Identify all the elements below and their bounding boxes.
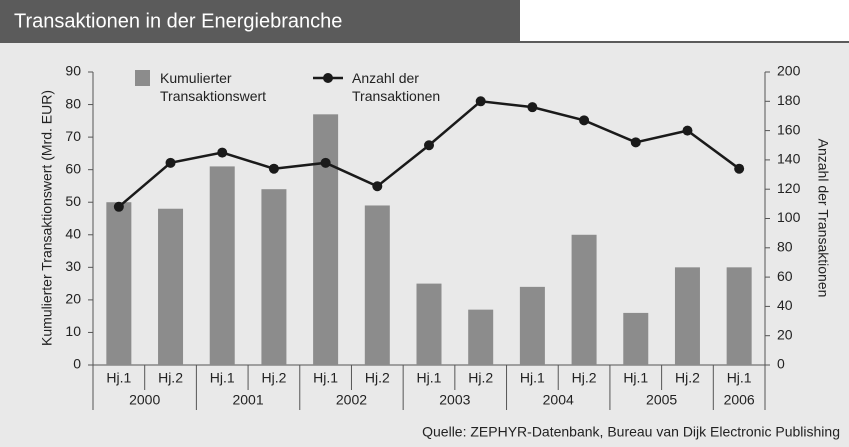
x-tick-label: Hj.1 [727,370,752,386]
y2-tick-label: 180 [777,92,801,108]
bar [209,166,235,365]
bar [158,208,184,365]
y-tick-label: 40 [65,225,81,241]
x-group-label: 2003 [439,392,470,408]
y2-tick-label: 20 [777,326,793,342]
x-tick-label: Hj.1 [520,370,545,386]
x-group-label: 2006 [724,392,755,408]
bar [674,267,700,365]
bar [261,189,287,365]
y-tick-label: 0 [73,356,81,372]
x-tick-label: Hj.2 [261,370,286,386]
y-tick-label: 30 [65,258,81,274]
line-point [527,102,538,113]
y-tick-label: 20 [65,291,81,307]
line-point [165,157,176,168]
x-group-label: 2001 [232,392,263,408]
bar [106,202,132,365]
bar [623,312,649,365]
y2-tick-label: 100 [777,209,801,225]
x-group-label: 2005 [646,392,677,408]
line-point [579,115,590,126]
y2-axis-label: Anzahl der Transaktionen [815,139,831,298]
x-tick-label: Hj.1 [417,370,442,386]
bar [416,283,442,365]
legend-label: Anzahl der Transaktionen [352,70,441,104]
line-point [475,96,486,107]
bar [571,234,597,365]
bar [468,309,494,365]
x-tick-label: Hj.2 [365,370,390,386]
y-tick-label: 60 [65,160,81,176]
source: Quelle: ZEPHYR-Datenbank, Bureau van Dij… [422,424,840,440]
y2-tick-label: 160 [777,121,801,137]
y2-tick-label: 140 [777,151,801,167]
y2-tick-label: 80 [777,239,793,255]
chart-background [0,43,849,447]
bar [313,114,339,365]
x-group-label: 2004 [543,392,574,408]
y-axis-label: Kumulierter Transaktionswert (Mrd. EUR) [39,90,55,346]
x-group-label: 2000 [129,392,160,408]
legend-swatch [323,73,333,83]
x-group-label: 2002 [336,392,367,408]
line-point [734,163,745,174]
legend-label: Kumulierter Transaktionswert [160,70,267,104]
y2-tick-label: 0 [777,356,785,372]
y2-tick-label: 200 [777,63,801,79]
x-tick-label: Hj.1 [106,370,131,386]
y-tick-label: 70 [65,128,81,144]
y-tick-label: 90 [65,63,81,79]
y-tick-label: 10 [65,323,81,339]
y2-tick-label: 120 [777,180,801,196]
legend-swatch [135,70,150,86]
line-point [320,157,331,168]
bar [726,267,752,365]
line-point [682,125,693,136]
line-point [113,201,124,212]
bar [519,286,545,365]
line-point [268,163,279,174]
y2-tick-label: 40 [777,297,793,313]
line-point [372,181,383,192]
x-tick-label: Hj.2 [572,370,597,386]
line-point [217,147,228,158]
line-point [630,137,641,148]
line-point [424,140,434,151]
y-tick-label: 80 [65,95,81,111]
chart-title: Transaktionen in der Energiebranche [14,10,342,32]
x-tick-label: Hj.1 [210,370,235,386]
x-tick-label: Hj.2 [468,370,493,386]
x-tick-label: Hj.2 [158,370,183,386]
title-rule [0,41,849,43]
x-tick-label: Hj.1 [313,370,338,386]
bar [364,205,390,365]
x-tick-label: Hj.1 [623,370,648,386]
title-bar [0,0,520,41]
y-tick-label: 50 [65,193,81,209]
x-tick-label: Hj.2 [675,370,700,386]
y2-tick-label: 60 [777,268,793,284]
